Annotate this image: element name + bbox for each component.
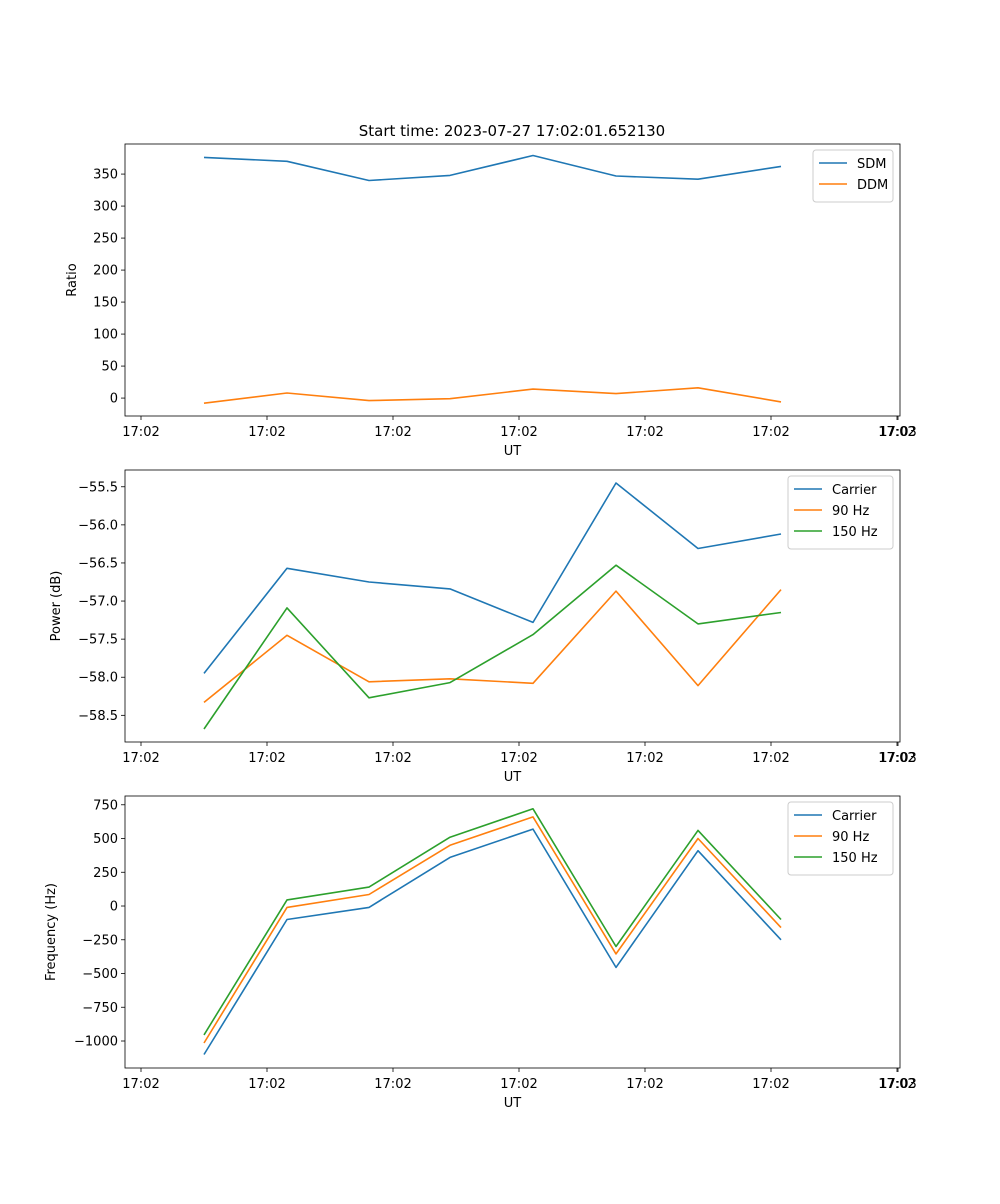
x-tick-label: 17:02 <box>500 1077 537 1092</box>
x-tick-label: 17:02 <box>878 1077 915 1092</box>
x-tick-label: 17:02 <box>752 751 789 766</box>
legend-label: DDM <box>857 178 888 193</box>
legend-label: Carrier <box>832 483 877 498</box>
x-tick-label: 17:02 <box>122 1077 159 1092</box>
x-tick-label: 17:02 <box>878 425 915 440</box>
legend-label: 150 Hz <box>832 525 878 540</box>
x-tick-label: 17:02 <box>122 751 159 766</box>
figure-title: Start time: 2023-07-27 17:02:01.652130 <box>359 122 665 140</box>
axes-frame <box>124 795 901 1069</box>
y-tick-label: −56.0 <box>78 518 118 533</box>
x-tick-label: 17:02 <box>374 751 411 766</box>
series-line-sdm <box>203 154 782 182</box>
y-tick-label: −57.0 <box>78 595 118 610</box>
x-tick-label: 17:03 <box>879 425 916 440</box>
x-tick-label: 17:02 <box>248 425 285 440</box>
series-line-carrier <box>203 828 782 1055</box>
y-tick-label: 350 <box>93 168 118 183</box>
y-tick-label: 750 <box>93 798 118 813</box>
x-tick-label: 17:02 <box>122 425 159 440</box>
y-tick-label: −1000 <box>74 1035 118 1050</box>
series-line-90-hz <box>203 816 782 1044</box>
legend-label: Carrier <box>832 809 877 824</box>
series-line-150-hz <box>203 564 782 730</box>
series-line-90-hz <box>203 589 782 704</box>
y-tick-label: −58.5 <box>78 709 118 724</box>
axes-frame <box>124 469 901 743</box>
y-tick-label: −250 <box>82 933 118 948</box>
y-tick-label: −55.5 <box>78 480 118 495</box>
legend-label: SDM <box>857 157 886 172</box>
x-tick-label: 17:02 <box>248 751 285 766</box>
x-tick-label: 17:02 <box>374 425 411 440</box>
y-tick-label: −56.5 <box>78 556 118 571</box>
series-line-150-hz <box>203 807 782 1036</box>
y-tick-label: 0 <box>110 392 118 407</box>
axes-frame <box>124 143 901 417</box>
x-tick-label: 17:02 <box>752 425 789 440</box>
y-axis-label: Ratio <box>65 263 80 296</box>
y-tick-label: −57.5 <box>78 633 118 648</box>
y-tick-label: 150 <box>93 296 118 311</box>
x-tick-label: 17:02 <box>500 425 537 440</box>
y-tick-label: 50 <box>101 360 118 375</box>
legend-label: 150 Hz <box>832 851 878 866</box>
x-axis-label: UT <box>504 444 522 459</box>
x-tick-label: 17:03 <box>879 1077 916 1092</box>
subplot-2: −58.5 −58.0 −57.5 −57.0 −56.5 −56.0 −55.5 17:02… <box>49 469 917 785</box>
x-tick-label: 17:02 <box>878 751 915 766</box>
x-tick-label: 17:02 <box>248 1077 285 1092</box>
x-tick-label: 17:02 <box>374 1077 411 1092</box>
x-axis-label: UT <box>504 1096 522 1111</box>
x-tick-label: 17:02 <box>500 751 537 766</box>
x-tick-label: 17:02 <box>752 1077 789 1092</box>
x-tick-label: 17:03 <box>879 751 916 766</box>
y-axis-label: Power (dB) <box>49 571 64 642</box>
y-tick-label: −58.0 <box>78 671 118 686</box>
y-tick-label: 0 <box>110 900 118 915</box>
y-tick-label: −500 <box>82 967 118 982</box>
y-axis-label: Frequency (Hz) <box>44 883 59 981</box>
legend-label: 90 Hz <box>832 830 869 845</box>
x-axis-label: UT <box>504 770 522 785</box>
y-tick-label: −750 <box>82 1001 118 1016</box>
y-tick-label: 250 <box>93 232 118 247</box>
y-tick-label: 300 <box>93 200 118 215</box>
legend-label: 90 Hz <box>832 504 869 519</box>
series-line-ddm <box>203 386 782 404</box>
x-tick-label: 17:02 <box>626 425 663 440</box>
x-tick-label: 17:02 <box>626 751 663 766</box>
series-line-carrier <box>203 482 782 674</box>
x-tick-label: 17:02 <box>626 1077 663 1092</box>
y-tick-label: 100 <box>93 328 118 343</box>
y-tick-label: 200 <box>93 264 118 279</box>
y-tick-label: 500 <box>93 832 118 847</box>
y-tick-label: 250 <box>93 866 118 881</box>
